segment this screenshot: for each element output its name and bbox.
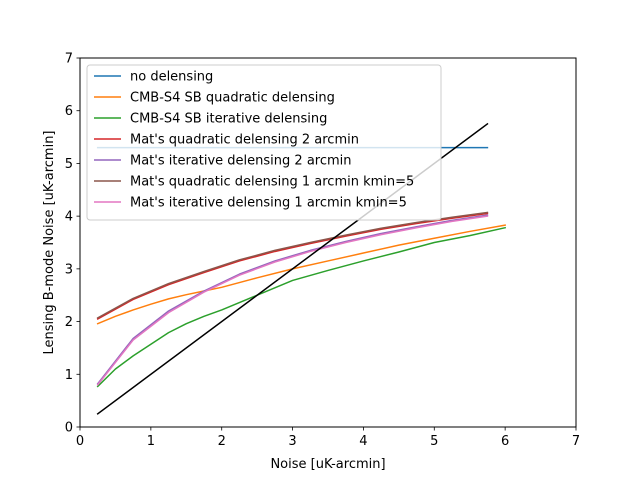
legend: no delensing CMB-S4 SB quadratic delensin… [86, 64, 442, 221]
x-axis-label: Noise [uK-arcmin] [270, 457, 385, 472]
x-tick-label: 6 [501, 434, 509, 449]
x-tick-label: 1 [147, 434, 155, 449]
x-tick-label: 3 [288, 434, 296, 449]
legend-entry: Mat's quadratic delensing 2 arcmin [130, 133, 359, 148]
y-tick-label: 6 [65, 104, 73, 119]
x-tick-label: 2 [218, 434, 226, 449]
x-tick-label: 5 [430, 434, 438, 449]
axis-ticks: 0 1 2 3 4 5 6 7 0 1 2 3 4 5 6 7 [65, 52, 580, 450]
x-tick-label: 7 [572, 434, 580, 449]
series-line-6 [96, 211, 489, 319]
series-line-3 [96, 226, 507, 388]
series-line-5 [96, 214, 489, 385]
series-line-4 [96, 212, 489, 320]
x-tick-label: 0 [76, 434, 84, 449]
legend-entry: CMB-S4 SB quadratic delensing [130, 91, 335, 106]
y-tick-label: 2 [65, 315, 73, 330]
axes-frame [79, 57, 577, 428]
legend-entry: Mat's quadratic delensing 1 arcmin kmin=… [130, 175, 414, 190]
y-tick-label: 3 [65, 262, 73, 277]
series-line-2 [96, 224, 507, 325]
y-tick-label: 1 [65, 368, 73, 383]
legend-entry: Mat's iterative delensing 2 arcmin [130, 154, 352, 169]
x-tick-label: 4 [359, 434, 367, 449]
plot-area [96, 122, 507, 415]
legend-entry: no delensing [130, 70, 213, 85]
y-axis-label: Lensing B-mode Noise [uK-arcmin] [42, 131, 57, 355]
y-tick-label: 0 [65, 421, 73, 436]
legend-entry: Mat's iterative delensing 1 arcmin kmin=… [130, 196, 407, 211]
series-line-7 [96, 215, 489, 386]
legend-entry: CMB-S4 SB iterative delensing [130, 112, 327, 127]
y-tick-label: 5 [65, 157, 73, 172]
legend-box [86, 64, 442, 221]
y-tick-label: 4 [65, 210, 73, 225]
y-tick-label: 7 [65, 52, 73, 67]
